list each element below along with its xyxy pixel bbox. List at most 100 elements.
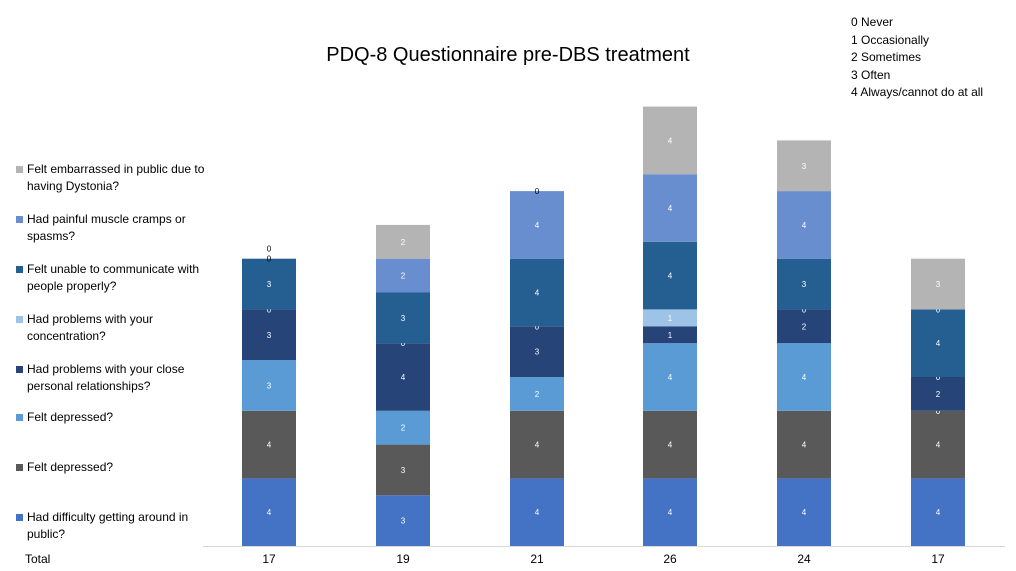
legend-item: Felt unable to communicate with people p… [16, 261, 226, 295]
total-row-label: Total [25, 552, 51, 566]
data-label: 0 [267, 245, 272, 254]
scale-key-item: 0 Never [851, 15, 894, 29]
data-label: 4 [936, 508, 941, 517]
data-label: 4 [668, 272, 673, 281]
legend-label: Felt depressed? [27, 460, 114, 474]
bar-segment [777, 309, 831, 344]
category-label: 17 [262, 552, 276, 566]
bar-segment [376, 292, 430, 344]
data-label: 0 [936, 407, 941, 416]
legend-swatch [16, 366, 23, 373]
bar-segment [376, 224, 430, 259]
data-label: 2 [401, 272, 406, 281]
bar-segment [777, 140, 831, 192]
bar-segment [376, 343, 430, 411]
bar-segment [643, 174, 697, 242]
legend-item: Had problems with your concentration? [16, 311, 226, 345]
data-label: 3 [267, 280, 272, 289]
bar-segment [777, 410, 831, 479]
data-label: 3 [535, 348, 540, 357]
data-label: 4 [802, 441, 807, 450]
category-label: 17 [931, 552, 945, 566]
data-label: 4 [401, 373, 406, 382]
scale-key-item: 2 Sometimes [851, 50, 922, 64]
bar-segment [643, 309, 697, 327]
bar-segment [510, 191, 564, 259]
bar-segment [510, 410, 564, 479]
legend-label: Had problems with your close personal re… [27, 362, 185, 393]
bar-segment [911, 377, 965, 411]
data-label: 3 [267, 381, 272, 390]
data-label: 0 [267, 255, 272, 264]
bar-segment [777, 258, 831, 310]
data-label: 4 [668, 136, 673, 145]
bar-segment [643, 241, 697, 310]
bar-segment [911, 258, 965, 310]
legend-label: Had painful muscle cramps or spasms? [27, 212, 186, 243]
bar-segment [911, 478, 965, 546]
legend-swatch [16, 464, 23, 471]
legend-item: Had problems with your close personal re… [16, 361, 226, 395]
legend-label: Had problems with your concentration? [27, 312, 154, 343]
data-label: 4 [802, 508, 807, 517]
data-label: 3 [401, 314, 406, 323]
data-label: 0 [936, 305, 941, 314]
scale-key: 0 Never 1 Occasionally 2 Sometimes 3 Oft… [851, 14, 983, 102]
data-label: 1 [668, 331, 673, 340]
bar-segment [242, 309, 296, 361]
data-label: 3 [267, 331, 272, 340]
bar-segment [376, 444, 430, 496]
legend-item: Felt embarrassed in public due to having… [16, 161, 226, 195]
data-label: 4 [936, 441, 941, 450]
data-label: 2 [401, 424, 406, 433]
bar-segment [643, 478, 697, 546]
data-label: 4 [535, 289, 540, 298]
data-label: 3 [802, 162, 807, 171]
data-label: 4 [267, 441, 272, 450]
scale-key-item: 4 Always/cannot do at all [851, 85, 984, 99]
legend-label: Felt unable to communicate with people p… [27, 262, 200, 293]
data-label: 4 [267, 508, 272, 517]
category-label: 21 [530, 552, 544, 566]
bar-segment [376, 495, 430, 546]
bar-segment [643, 106, 697, 175]
data-label: 1 [668, 314, 673, 323]
data-label: 0 [802, 305, 807, 314]
legend-swatch [16, 266, 23, 273]
legend-swatch [16, 216, 23, 223]
legend-label: Had difficulty getting around in public? [27, 510, 189, 541]
data-label: 4 [668, 508, 673, 517]
data-label: 4 [668, 373, 673, 382]
data-label: 2 [936, 390, 941, 399]
data-label: 4 [936, 339, 941, 348]
bar-segment [510, 377, 564, 411]
data-label: 3 [401, 466, 406, 475]
bar-segment [510, 258, 564, 327]
bar-segment [376, 258, 430, 293]
bar-segment [242, 410, 296, 479]
legend-item: Felt depressed? [16, 459, 226, 476]
data-label: 0 [535, 322, 540, 331]
bar-segment [376, 410, 430, 445]
data-label: 0 [535, 187, 540, 196]
data-label: 4 [668, 204, 673, 213]
data-label: 3 [802, 280, 807, 289]
category-label: 26 [663, 552, 677, 566]
data-label: 3 [401, 517, 406, 526]
data-label: 2 [802, 322, 807, 331]
data-label: 3 [936, 280, 941, 289]
bar-segment [643, 326, 697, 344]
data-label: 0 [267, 305, 272, 314]
bar-segment [242, 258, 296, 310]
bar-segment [510, 326, 564, 377]
legend-label: Felt embarrassed in public due to having… [27, 162, 205, 193]
bar-segment [911, 309, 965, 377]
data-label: 2 [535, 390, 540, 399]
bar-segment [242, 478, 296, 546]
legend-item: Had difficulty getting around in public? [16, 509, 226, 543]
scale-key-item: 3 Often [851, 67, 891, 82]
data-label: 4 [535, 508, 540, 517]
data-label: 4 [802, 373, 807, 382]
